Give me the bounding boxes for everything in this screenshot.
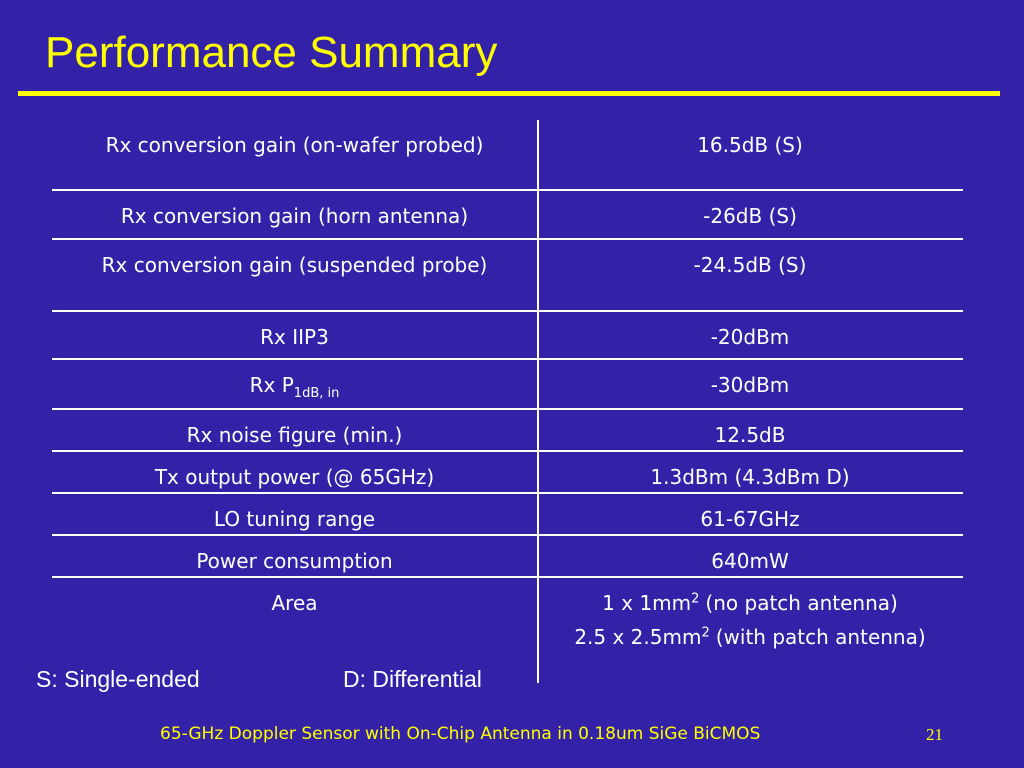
table-row: Rx conversion gain (suspended probe) -24.… bbox=[52, 239, 963, 312]
row-value-cell: -30dBm bbox=[537, 359, 963, 410]
row-value-cell: 1 x 1mm2 (no patch antenna) 2.5 x 2.5mm2 (w… bbox=[537, 577, 963, 685]
row-label: LO tuning range bbox=[213, 507, 376, 531]
table-row: Rx P1dB, in -30dBm bbox=[52, 359, 963, 410]
row-label: Tx output power (@ 65GHz) bbox=[154, 465, 435, 489]
row-label: Rx conversion gain (suspended probe) bbox=[101, 253, 488, 277]
row-label-cell: Rx conversion gain (horn antenna) bbox=[52, 190, 537, 240]
row-value-cell: 12.5dB bbox=[537, 409, 963, 452]
value-superscript: 2 bbox=[701, 625, 710, 641]
value-text: 2.5 x 2.5mm bbox=[574, 625, 702, 649]
label-subscript: 1dB, in bbox=[293, 386, 340, 401]
row-value-cell: -20dBm bbox=[537, 311, 963, 360]
row-label-cell: Rx IIP3 bbox=[52, 311, 537, 360]
value-after: (no patch antenna) bbox=[705, 591, 898, 615]
row-label-cell: Rx P1dB, in bbox=[52, 359, 537, 410]
value-line: 1 x 1mm2 (no patch antenna) bbox=[545, 588, 955, 618]
row-value: -24.5dB (S) bbox=[693, 253, 807, 277]
summary-table: Rx conversion gain (on-wafer probed) 16.5… bbox=[52, 120, 963, 685]
table-row: Rx IIP3 -20dBm bbox=[52, 311, 963, 360]
footer-text: 65-GHz Doppler Sensor with On-Chip Anten… bbox=[160, 724, 761, 744]
table-row: LO tuning range 61-67GHz bbox=[52, 493, 963, 536]
row-label-cell: Tx output power (@ 65GHz) bbox=[52, 451, 537, 494]
table-row: Rx conversion gain (horn antenna) -26dB (… bbox=[52, 190, 963, 240]
row-value: -30dBm bbox=[710, 373, 790, 397]
row-value-cell: -26dB (S) bbox=[537, 190, 963, 240]
page-number: 21 bbox=[926, 725, 943, 744]
table-row: Power consumption 640mW bbox=[52, 535, 963, 578]
value-superscript: 2 bbox=[691, 591, 700, 607]
table-row: Rx conversion gain (on-wafer probed) 16.5… bbox=[52, 120, 963, 191]
title-rule bbox=[18, 91, 1000, 96]
value-line: 2.5 x 2.5mm2 (with patch antenna) bbox=[545, 622, 955, 652]
row-label-cell: Rx noise figure (min.) bbox=[52, 409, 537, 452]
note: D: Differential bbox=[343, 666, 482, 692]
note: S: Single-ended bbox=[36, 666, 200, 692]
row-value-cell: -24.5dB (S) bbox=[537, 239, 963, 312]
row-value-cell: 1.3dBm (4.3dBm D) bbox=[537, 451, 963, 494]
row-label: Rx noise figure (min.) bbox=[186, 423, 403, 447]
row-label-cell: Rx conversion gain (on-wafer probed) bbox=[52, 120, 537, 191]
row-value-cell: 16.5dB (S) bbox=[537, 120, 963, 191]
row-value-cell: 640mW bbox=[537, 535, 963, 578]
row-value: 1.3dBm (4.3dBm D) bbox=[650, 465, 850, 489]
row-label: Area bbox=[271, 591, 318, 615]
table-row: Tx output power (@ 65GHz) 1.3dBm (4.3dBm … bbox=[52, 451, 963, 494]
value-after: (with patch antenna) bbox=[715, 625, 926, 649]
column-divider bbox=[537, 120, 539, 683]
row-value: 16.5dB (S) bbox=[697, 133, 803, 157]
row-value: -20dBm bbox=[710, 325, 790, 349]
row-label: Rx IIP3 bbox=[260, 325, 329, 349]
row-label-cell: Area bbox=[52, 577, 537, 685]
row-label: Rx conversion gain (on-wafer probed) bbox=[105, 133, 484, 157]
row-label-cell: LO tuning range bbox=[52, 493, 537, 536]
row-value: 61-67GHz bbox=[700, 507, 800, 531]
title: Performance Summary bbox=[45, 28, 498, 77]
row-value: -26dB (S) bbox=[703, 204, 797, 228]
row-label: Power consumption bbox=[196, 549, 393, 573]
row-value-cell: 61-67GHz bbox=[537, 493, 963, 536]
value-text: 1 x 1mm bbox=[602, 591, 692, 615]
table-row: Rx noise figure (min.) 12.5dB bbox=[52, 409, 963, 452]
row-value: 12.5dB bbox=[714, 423, 786, 447]
table-row: Area 1 x 1mm2 (no patch antenna) 2.5 x 2.5m… bbox=[52, 577, 963, 685]
row-label: Rx conversion gain (horn antenna) bbox=[120, 204, 469, 228]
row-label-cell: Rx conversion gain (suspended probe) bbox=[52, 239, 537, 312]
row-value: 640mW bbox=[711, 549, 789, 573]
row-label-cell: Power consumption bbox=[52, 535, 537, 578]
row-label: Rx P bbox=[249, 373, 294, 397]
